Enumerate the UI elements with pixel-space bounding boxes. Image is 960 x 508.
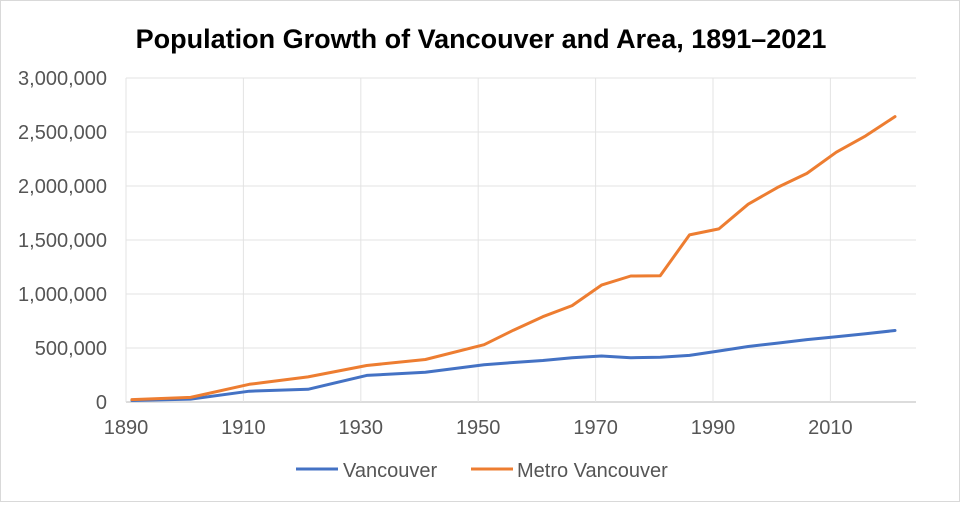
y-tick-label: 2,000,000 xyxy=(18,176,107,198)
gridlines xyxy=(125,77,916,403)
y-axis-ticks: 0 500,000 1,000,000 1,500,000 2,000,000 2,500… xyxy=(18,68,107,414)
y-tick-label: 500,000 xyxy=(35,338,107,360)
x-tick-label: 1990 xyxy=(691,417,736,439)
y-tick-label: 3,000,000 xyxy=(18,68,107,90)
chart-title: Population Growth of Vancouver and Area,… xyxy=(136,24,827,54)
x-tick-label: 2010 xyxy=(808,417,853,439)
x-tick-label: 1890 xyxy=(104,417,149,439)
x-tick-label: 1970 xyxy=(573,417,618,439)
x-tick-label: 1910 xyxy=(221,417,266,439)
y-tick-label: 0 xyxy=(96,392,107,414)
x-tick-label: 1930 xyxy=(339,417,384,439)
series-line-metro-vancouver xyxy=(130,115,897,402)
y-tick-label: 1,000,000 xyxy=(18,284,107,306)
y-tick-label: 2,500,000 xyxy=(18,122,107,144)
x-axis-ticks: 1890 1910 1930 1950 1970 1990 2010 xyxy=(104,417,853,439)
series-lines xyxy=(130,115,897,402)
legend: Vancouver Metro Vancouver xyxy=(296,460,668,482)
x-tick-label: 1950 xyxy=(456,417,501,439)
y-tick-label: 1,500,000 xyxy=(18,230,107,252)
legend-label-vancouver: Vancouver xyxy=(343,460,437,482)
series-line-vancouver xyxy=(130,329,897,402)
legend-label-metro-vancouver: Metro Vancouver xyxy=(517,460,668,482)
